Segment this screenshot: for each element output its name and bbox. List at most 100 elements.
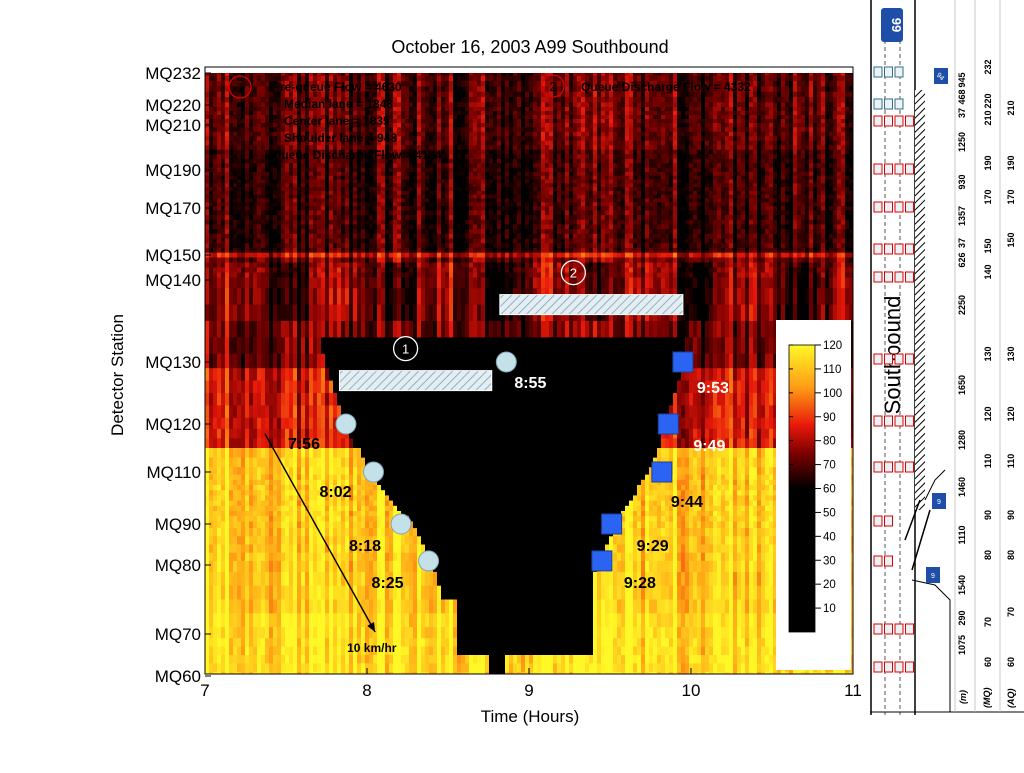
heat-cell (317, 81, 322, 88)
heat-cell (353, 73, 358, 77)
heat-cell (325, 663, 330, 673)
heat-cell (265, 585, 270, 601)
heat-cell (325, 272, 330, 279)
heat-cell (381, 490, 386, 497)
heat-cell (273, 102, 278, 108)
heat-cell (301, 405, 306, 419)
heat-cell (285, 107, 290, 112)
heat-cell (345, 405, 350, 419)
heat-cell (305, 536, 310, 546)
heat-cell (269, 219, 274, 226)
heat-cell (269, 560, 274, 573)
heat-cell (273, 247, 278, 254)
heat-cell (377, 277, 382, 289)
heat-cell (253, 202, 258, 207)
heat-cell (205, 210, 210, 216)
heat-cell (293, 467, 298, 476)
heat-cell (345, 198, 350, 204)
heat-cell (409, 202, 414, 207)
heat-cell (365, 238, 370, 245)
heat-cell (261, 467, 266, 476)
heat-cell (341, 81, 346, 88)
heat-cell (401, 262, 406, 269)
heat-cell (261, 175, 266, 181)
heat-cell (429, 321, 434, 339)
heat-cell (361, 288, 366, 306)
heat-cell (321, 288, 326, 306)
heat-cell (217, 215, 222, 221)
heat-cell (361, 655, 366, 665)
heat-cell (377, 663, 382, 673)
heat-cell (265, 229, 270, 235)
heat-cell (213, 457, 218, 468)
heat-cell (405, 467, 410, 476)
heat-cell (405, 154, 410, 160)
heat-cell (273, 252, 278, 259)
heat-cell (345, 102, 350, 108)
heat-cell (349, 479, 354, 486)
heat-cell (293, 528, 298, 538)
heat-cell (213, 167, 218, 173)
heat-cell (365, 528, 370, 538)
heat-cell (349, 115, 354, 120)
heat-cell (269, 81, 274, 88)
heat-cell (385, 321, 390, 339)
heat-cell (429, 127, 434, 133)
heat-cell (345, 467, 350, 476)
heat-cell (337, 337, 342, 355)
heat-cell (325, 167, 330, 173)
heat-cell (381, 131, 386, 138)
heat-cell (209, 131, 214, 138)
heat-cell (413, 627, 418, 639)
heat-cell (349, 97, 354, 104)
heat-cell (329, 288, 334, 306)
heat-cell (297, 247, 302, 254)
heat-cell (369, 210, 374, 216)
heat-cell (233, 247, 238, 254)
heat-cell (317, 183, 322, 188)
heat-cell (225, 428, 230, 440)
heat-cell (345, 500, 350, 507)
heat-cell (309, 111, 314, 116)
heat-cell (337, 167, 342, 173)
heat-cell (217, 131, 222, 138)
heat-cell (433, 202, 438, 207)
heat-cell (329, 91, 334, 98)
heat-cell (329, 671, 334, 674)
heat-cell (269, 210, 274, 216)
heat-cell (341, 571, 346, 587)
heat-cell (357, 646, 362, 656)
heat-cell (209, 262, 214, 269)
heat-cell (301, 190, 306, 196)
heat-cell (357, 571, 362, 587)
heat-cell (297, 136, 302, 142)
heat-cell (357, 233, 362, 240)
heat-cell (325, 194, 330, 200)
heat-cell (313, 91, 318, 98)
heat-cell (345, 474, 350, 481)
heat-cell (289, 467, 294, 476)
heat-cell (377, 655, 382, 665)
heat-cell (425, 145, 430, 151)
heat-cell (357, 198, 362, 204)
heat-cell (257, 516, 262, 523)
heat-cell (221, 528, 226, 538)
heat-cell (417, 671, 422, 674)
heat-cell (401, 448, 406, 459)
heat-cell (397, 267, 402, 274)
heat-cell (245, 140, 250, 147)
heat-cell (401, 638, 406, 648)
heat-cell (229, 136, 234, 142)
heat-cell (313, 158, 318, 165)
heat-cell (273, 158, 278, 165)
heat-cell (329, 219, 334, 226)
heat-cell (237, 224, 242, 230)
heat-cell (413, 86, 418, 93)
heat-cell (217, 224, 222, 230)
heat-cell (269, 233, 274, 240)
heat-cell (257, 243, 262, 249)
heat-cell (373, 528, 378, 538)
heat-cell (409, 81, 414, 88)
heat-cell (369, 91, 374, 98)
heat-cell (321, 671, 326, 674)
